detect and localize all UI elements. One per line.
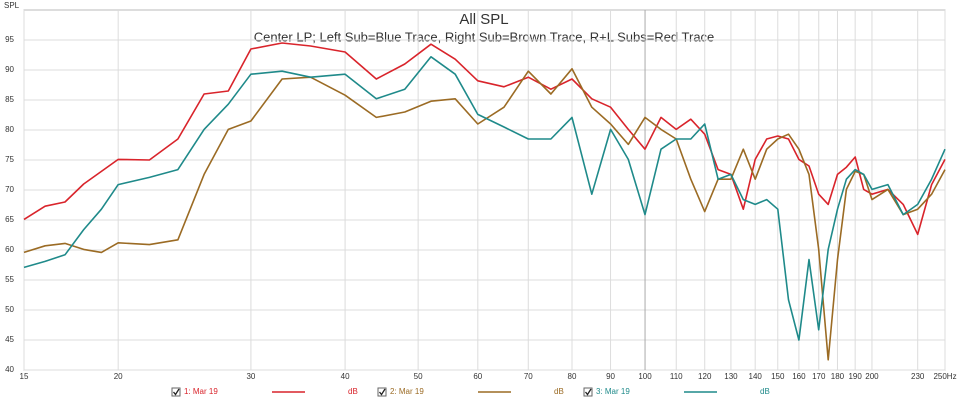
y-tick-label: 40 (5, 365, 14, 374)
legend-unit: dB (348, 387, 358, 396)
y-tick-label: 55 (5, 275, 14, 284)
legend-check (584, 388, 592, 396)
series-line (23, 56, 946, 341)
chart-title: All SPL (459, 11, 508, 28)
y-tick-label: 70 (5, 185, 14, 194)
x-tick-label: 160 (792, 372, 806, 381)
x-tick-label: 130 (724, 372, 738, 381)
legend-checkbox[interactable] (377, 387, 387, 397)
x-tick-label: 20 (114, 372, 123, 381)
y-tick-label: 50 (5, 305, 14, 314)
x-tick-label: 170 (812, 372, 826, 381)
x-tick-label: 30 (246, 372, 255, 381)
y-tick-label: 60 (5, 245, 14, 254)
chart-subtitle: Center LP; Left Sub=Blue Trace, Right Su… (254, 29, 715, 44)
x-tick-label: 50 (414, 372, 423, 381)
x-tick-label: 15 (20, 372, 29, 381)
x-tick-label: 90 (606, 372, 615, 381)
legend-checkbox[interactable] (583, 387, 593, 397)
x-tick-label: 70 (524, 372, 533, 381)
x-tick-label: 80 (568, 372, 577, 381)
y-tick-label: 65 (5, 215, 14, 224)
x-tick-label: 150 (771, 372, 785, 381)
y-tick-label: 85 (5, 95, 14, 104)
y-tick-label: 45 (5, 335, 14, 344)
legend-unit: dB (554, 387, 564, 396)
series-line (23, 68, 946, 361)
x-tick-label: 40 (341, 372, 350, 381)
x-tick-label: 190 (848, 372, 862, 381)
x-tick-label: 110 (670, 372, 683, 381)
y-tick-label: 80 (5, 125, 14, 134)
legend-label: 1: Mar 19 (184, 387, 218, 396)
legend-check (378, 388, 386, 396)
legend-label: 3: Mar 19 (596, 387, 630, 396)
x-tick-label: 250Hz (933, 372, 956, 381)
y-tick-label: 95 (5, 35, 14, 44)
x-tick-label: 180 (831, 372, 845, 381)
legend-check (172, 388, 180, 396)
x-tick-label: 60 (473, 372, 482, 381)
x-tick-label: 140 (749, 372, 763, 381)
x-tick-label: 200 (865, 372, 879, 381)
series-line (23, 42, 946, 236)
y-axis-label: SPL (4, 1, 20, 10)
legend-unit: dB (760, 387, 770, 396)
legend-checkbox[interactable] (171, 387, 181, 397)
y-tick-label: 75 (5, 155, 14, 164)
x-tick-label: 230 (911, 372, 925, 381)
x-tick-label: 100 (638, 372, 652, 381)
x-tick-label: 120 (698, 372, 712, 381)
y-tick-label: 90 (5, 65, 14, 74)
legend-label: 2: Mar 19 (390, 387, 424, 396)
